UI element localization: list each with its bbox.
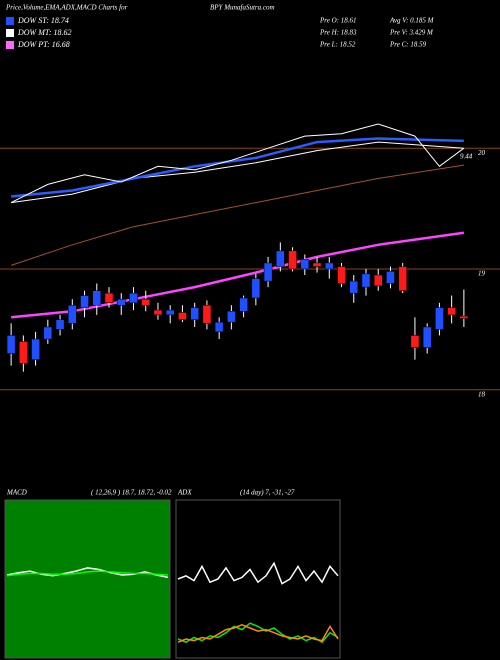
candle-body bbox=[300, 259, 310, 270]
stat: Pre H: 18.83 bbox=[319, 29, 357, 37]
indicator-line bbox=[6, 570, 169, 577]
candle-body bbox=[337, 266, 346, 284]
candle-body bbox=[386, 271, 395, 284]
candle-body bbox=[239, 297, 248, 312]
candle-body bbox=[263, 262, 273, 282]
y-tick-label: 20 bbox=[478, 149, 486, 157]
annotation: 9.44 bbox=[460, 153, 473, 161]
candle-body bbox=[276, 250, 285, 267]
candle-body bbox=[251, 278, 261, 299]
candle-body bbox=[104, 292, 114, 304]
candle-body bbox=[31, 338, 40, 360]
candle-body bbox=[129, 292, 138, 304]
stat: Pre L: 18.52 bbox=[319, 41, 356, 49]
stat: Pre O: 18.61 bbox=[319, 17, 356, 25]
candle-body bbox=[324, 262, 334, 270]
panel-background bbox=[4, 499, 171, 659]
candle-body bbox=[422, 326, 432, 348]
stat: Avg V: 0.185 M bbox=[389, 17, 435, 25]
legend-label: DOW MT: 18.62 bbox=[17, 28, 72, 37]
indicator-line bbox=[177, 623, 339, 643]
candle-body bbox=[19, 341, 28, 364]
stat: Pre C: 18.59 bbox=[389, 41, 427, 49]
legend-label: DOW PT: 16.68 bbox=[17, 40, 70, 49]
candle-body bbox=[165, 309, 175, 316]
candle-body bbox=[80, 295, 89, 308]
site-name: BPY MunafaSutra.com bbox=[210, 4, 275, 12]
candle-body bbox=[92, 290, 102, 306]
indicator-line bbox=[177, 561, 339, 585]
candle-body bbox=[312, 262, 322, 267]
candle-body bbox=[435, 307, 444, 330]
indicator-line bbox=[11, 141, 464, 204]
candle-body bbox=[227, 311, 236, 323]
legend-label: DOW ST: 18.74 bbox=[17, 16, 69, 25]
candle-body bbox=[361, 273, 371, 288]
candle-body bbox=[116, 298, 126, 306]
candle-body bbox=[349, 280, 359, 294]
y-tick-label: 19 bbox=[478, 270, 486, 278]
candle-body bbox=[459, 315, 469, 319]
candle-body bbox=[202, 304, 212, 324]
indicator-line bbox=[10, 164, 464, 266]
candle-body bbox=[288, 250, 297, 270]
legend-swatch bbox=[6, 17, 14, 25]
panel-background bbox=[175, 499, 341, 659]
candle-body bbox=[190, 307, 199, 320]
legend-swatch bbox=[6, 29, 14, 37]
indicator-line bbox=[10, 137, 464, 198]
panel-subtitle: ( 12,26,9 ) 18.7, 18.72, -0.02 bbox=[91, 489, 172, 497]
indicator-line bbox=[10, 231, 465, 319]
candle-body bbox=[55, 319, 65, 330]
candle-body bbox=[68, 304, 77, 324]
candle-body bbox=[153, 309, 163, 316]
indicator-line bbox=[10, 123, 465, 204]
candle-body bbox=[43, 326, 53, 340]
panel-title: ADX bbox=[177, 489, 192, 497]
candle-body bbox=[214, 321, 224, 333]
candle-body bbox=[178, 312, 187, 320]
candle-body bbox=[373, 274, 383, 287]
legend-swatch bbox=[6, 41, 14, 49]
candle-body bbox=[141, 298, 151, 306]
candle-body bbox=[398, 266, 407, 291]
stat: Pre V: 3.429 M bbox=[389, 29, 434, 37]
panel-title: MACD bbox=[6, 489, 27, 497]
page-title: Price,Volume,EMA,ADX,MACD Charts for bbox=[5, 4, 128, 12]
indicator-line bbox=[6, 567, 169, 579]
panel-subtitle: (14 day) 7, -31, -27 bbox=[240, 489, 295, 497]
y-tick-label: 18 bbox=[478, 390, 486, 398]
candle-body bbox=[410, 335, 420, 348]
candle-body bbox=[447, 307, 456, 316]
candle-body bbox=[6, 335, 16, 354]
